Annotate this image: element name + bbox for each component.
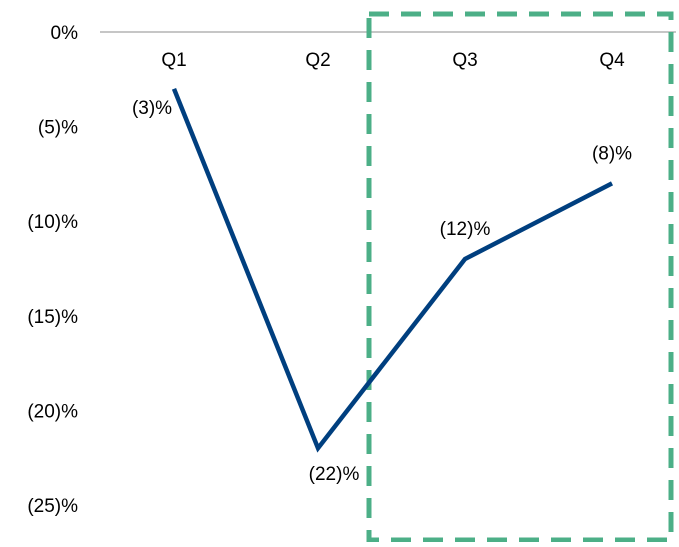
y-tick-label: (10)% (27, 212, 78, 233)
data-labels: (3)% (22)% (12)% (8)% (132, 98, 632, 485)
x-tick-label: Q1 (161, 50, 186, 71)
y-tick-label: (15)% (27, 307, 78, 328)
data-label: (22)% (309, 464, 360, 485)
y-axis-tick-labels: 0% (5)% (10)% (15)% (20)% (25)% (27, 23, 78, 517)
x-axis-tick-labels: Q1 Q2 Q3 Q4 (161, 50, 625, 71)
y-tick-label: (25)% (27, 496, 78, 517)
y-tick-label: (20)% (27, 401, 78, 422)
y-tick-label: 0% (51, 23, 79, 44)
data-label: (3)% (132, 98, 172, 119)
y-tick-label: (5)% (38, 118, 78, 139)
series-line (171, 87, 614, 453)
data-label: (12)% (440, 219, 491, 240)
projection-highlight-box (366, 11, 674, 543)
x-tick-label: Q2 (305, 50, 330, 71)
x-tick-label: Q4 (599, 50, 625, 71)
x-tick-label: Q3 (452, 50, 477, 71)
data-label: (8)% (592, 143, 632, 164)
